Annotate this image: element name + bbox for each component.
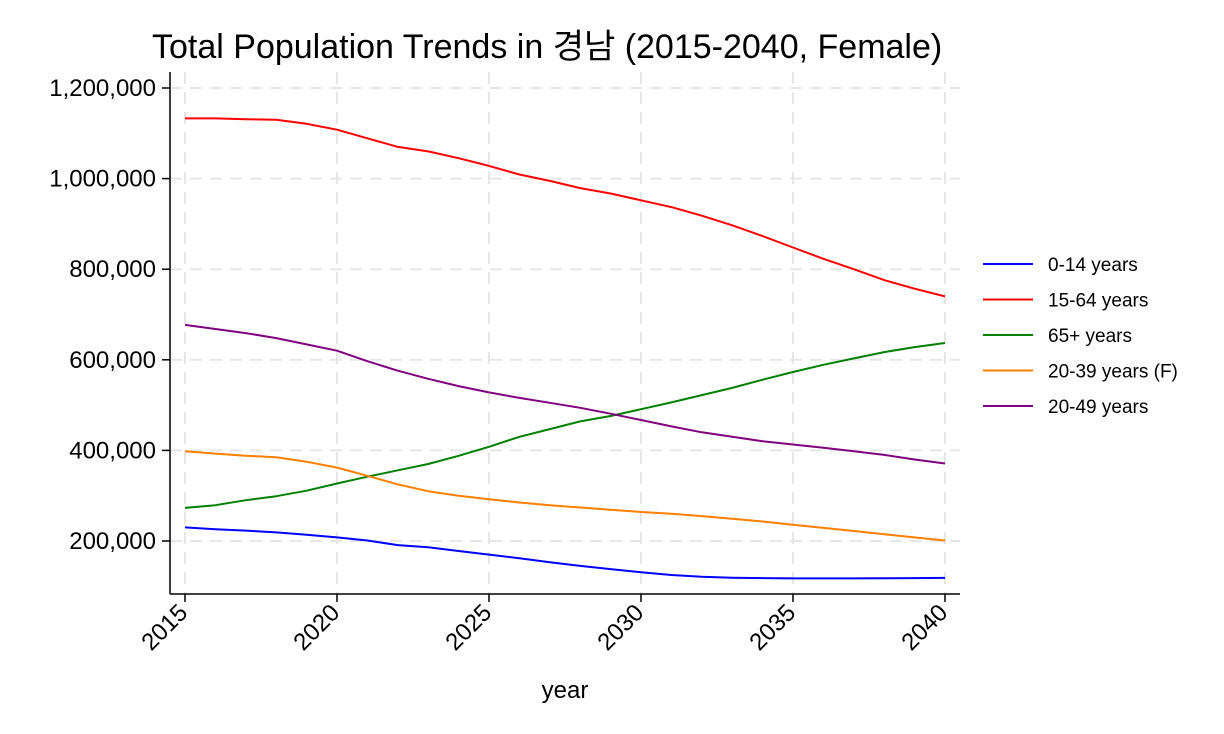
x-axis-label: year (542, 677, 589, 704)
x-tick-label: 2040 (896, 599, 953, 656)
y-tick-label: 200,000 (69, 528, 156, 555)
y-tick-label: 600,000 (69, 347, 156, 374)
series-line-15-64-years (185, 117, 946, 298)
series-line-65-years (184, 342, 946, 509)
y-tick-label: 1,000,000 (49, 166, 156, 193)
axes: 200,000 400,000 600,000 800,000 1,000,000 1,2… (49, 72, 960, 656)
x-tick-label: 2030 (592, 599, 649, 656)
series-line-0-14-years (184, 526, 946, 580)
x-tick-label: 2025 (440, 599, 497, 656)
x-tick-label: 2015 (136, 599, 193, 656)
series-line-20-49-years (184, 323, 946, 465)
legend-label-20-39-years-f: 20-39 years (F) (1048, 362, 1178, 383)
x-tick-label: 2020 (288, 599, 345, 656)
y-tick-label: 400,000 (69, 437, 156, 464)
series-line-20-39-years-f (184, 450, 946, 542)
legend-label-65-years: 65+ years (1048, 326, 1132, 347)
y-tick-label: 1,200,000 (49, 75, 156, 102)
legend-label-20-49-years: 20-49 years (1048, 397, 1148, 418)
legend: 0-14 years 15-64 years 65+ years 20-39 year… (983, 255, 1178, 418)
grid (170, 72, 960, 594)
series-lines (184, 117, 946, 580)
legend-label-0-14-years: 0-14 years (1048, 255, 1138, 276)
chart-title: Total Population Trends in 경남 (2015-2040… (152, 28, 942, 66)
y-tick-label: 800,000 (69, 256, 156, 283)
x-tick-label: 2035 (744, 599, 801, 656)
legend-label-15-64-years: 15-64 years (1048, 291, 1148, 312)
